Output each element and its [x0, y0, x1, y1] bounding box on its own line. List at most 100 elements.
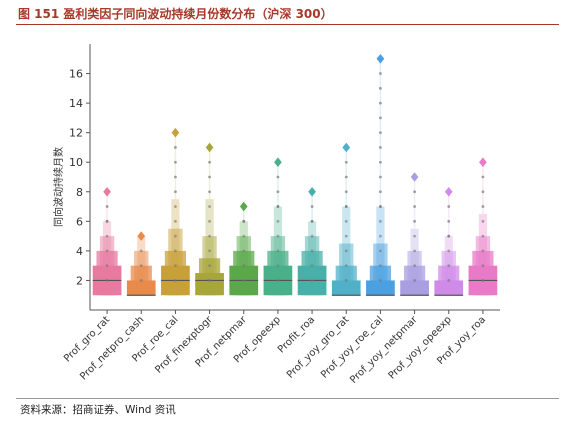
- data-point: [276, 175, 280, 179]
- boxen-level: [331, 280, 361, 296]
- data-point: [174, 160, 177, 164]
- data-point: [481, 249, 485, 253]
- data-point: [208, 219, 211, 223]
- data-point: [481, 264, 485, 268]
- data-point: [276, 249, 280, 253]
- data-point: [208, 279, 211, 282]
- data-point: [105, 219, 109, 223]
- outlier-marker: [205, 142, 214, 153]
- data-point: [174, 205, 177, 208]
- data-point: [174, 146, 177, 149]
- data-point: [105, 234, 109, 238]
- outlier-marker: [444, 186, 453, 197]
- data-point: [413, 264, 416, 268]
- data-point: [379, 146, 382, 149]
- outlier-marker: [137, 231, 146, 241]
- data-point: [379, 116, 382, 120]
- data-point: [310, 279, 314, 282]
- data-point: [174, 249, 177, 253]
- data-point: [242, 234, 246, 238]
- data-point: [413, 190, 416, 194]
- data-point: [139, 279, 143, 282]
- y-tick-label: 8: [76, 186, 83, 199]
- data-point: [344, 219, 348, 223]
- data-point: [105, 264, 109, 268]
- source-note: 资料来源：招商证券、Wind 资讯: [20, 404, 176, 416]
- data-point: [276, 264, 280, 268]
- data-point: [276, 190, 280, 194]
- outlier-marker: [103, 186, 111, 197]
- data-point: [344, 190, 348, 194]
- data-point: [242, 279, 246, 282]
- data-point: [379, 72, 382, 75]
- y-tick-label: 16: [69, 68, 83, 81]
- data-point: [413, 219, 416, 223]
- title-divider: [16, 24, 559, 25]
- data-point: [447, 279, 451, 282]
- x-tick-label: Prof_netpro_cash: [78, 314, 146, 382]
- figure-title: 图 151 盈利类因子同向波动持续月份数分布（沪深 300）: [18, 7, 333, 21]
- boxen-chart: 246810121416同向波动持续月数Prof_gro_ratProf_net…: [52, 44, 500, 386]
- data-point: [344, 160, 348, 164]
- outlier-marker: [479, 157, 487, 168]
- x-tick-label: Prof_yoy_opeexp: [387, 314, 454, 381]
- data-point: [174, 175, 177, 179]
- data-point: [379, 219, 382, 223]
- y-axis-label: 同向波动持续月数: [52, 147, 65, 227]
- data-point: [139, 249, 143, 253]
- data-point: [447, 219, 451, 223]
- data-point: [447, 205, 451, 208]
- data-point: [310, 249, 314, 253]
- data-point: [379, 175, 382, 179]
- data-point: [276, 279, 280, 282]
- data-point: [310, 205, 314, 208]
- outlier-marker: [376, 53, 385, 64]
- data-point: [105, 279, 109, 282]
- boxen-level: [126, 280, 156, 296]
- data-point: [242, 219, 246, 223]
- data-point: [379, 205, 382, 208]
- outlier-marker: [274, 157, 282, 168]
- data-point: [310, 219, 314, 223]
- data-point: [139, 264, 143, 268]
- y-tick-label: 6: [76, 215, 83, 228]
- data-point: [208, 160, 211, 164]
- data-point: [379, 101, 382, 105]
- data-point: [276, 205, 280, 208]
- data-point: [344, 205, 348, 208]
- boxen-level: [400, 280, 429, 296]
- source-divider: [16, 398, 559, 399]
- x-tick-label: Prof_yoy_roe_cal: [319, 314, 385, 380]
- data-point: [379, 249, 382, 253]
- x-tick-label: Prof_yoy_gro_rat: [285, 314, 351, 380]
- data-point: [379, 86, 382, 90]
- data-point: [413, 279, 416, 282]
- y-tick-label: 10: [69, 156, 83, 169]
- data-point: [344, 249, 348, 253]
- data-point: [447, 234, 451, 238]
- data-point: [481, 205, 485, 208]
- boxen-level: [366, 280, 395, 296]
- y-tick-label: 2: [76, 274, 83, 287]
- data-point: [344, 279, 348, 282]
- y-tick-label: 12: [69, 127, 83, 140]
- y-tick-label: 4: [76, 245, 83, 258]
- outlier-marker: [342, 142, 351, 153]
- data-point: [344, 234, 348, 238]
- data-point: [481, 279, 485, 282]
- data-point: [379, 264, 382, 268]
- data-point: [481, 190, 485, 194]
- data-point: [208, 190, 211, 194]
- data-point: [242, 249, 246, 253]
- outlier-marker: [171, 127, 180, 138]
- data-point: [413, 249, 416, 253]
- outlier-marker: [239, 201, 248, 212]
- data-point: [242, 264, 246, 268]
- data-point: [379, 190, 382, 194]
- data-point: [379, 131, 382, 135]
- data-point: [174, 279, 177, 282]
- data-point: [174, 219, 177, 223]
- y-tick-label: 14: [69, 97, 83, 110]
- data-point: [208, 234, 211, 238]
- data-point: [379, 279, 382, 282]
